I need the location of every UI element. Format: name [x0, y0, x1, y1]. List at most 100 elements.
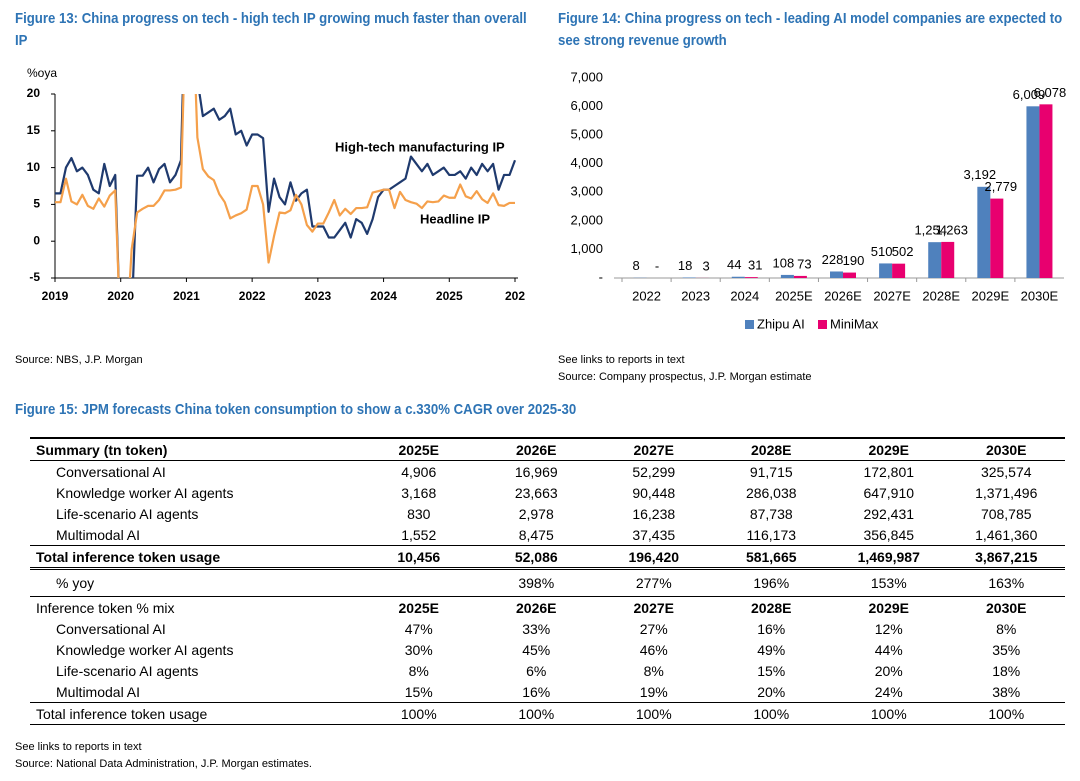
- legend-swatch: [745, 320, 754, 329]
- x-tick-label: 2022: [239, 289, 266, 303]
- table-cell: 196,420: [595, 545, 713, 570]
- table-row: Knowledge worker AI agents 30% 45% 46% 49% 44…: [30, 639, 1065, 660]
- table-row: Total inference token usage 10,456 52,086 1…: [30, 545, 1065, 570]
- table-cell: 10,456: [360, 545, 478, 570]
- table-row: Conversational AI 4,906 16,969 52,299 91,715…: [30, 461, 1065, 483]
- table-cell: 90,448: [632, 484, 676, 501]
- table-row: Life-scenario AI agents 8% 6% 8% 15% 20% 18%: [30, 660, 1065, 681]
- table-row: % yoy 398% 277% 196% 153% 163%: [30, 568, 1065, 597]
- table-cell: 100%: [830, 702, 948, 725]
- table-cell: 100%: [595, 702, 713, 725]
- bar: [928, 242, 942, 278]
- table-cell: Multimodal AI: [56, 683, 141, 700]
- table-cell: 8%: [408, 662, 429, 679]
- value-label: 6,009: [1013, 87, 1046, 102]
- x-tick-label: 2025E: [775, 288, 813, 303]
- table-cell: 2026E: [516, 599, 557, 616]
- value-label: 108: [773, 255, 795, 270]
- table-row: Knowledge worker AI agents 3,168 23,663 90,…: [30, 482, 1065, 503]
- table-cell: 100%: [947, 702, 1065, 725]
- table-cell: 2,978: [518, 505, 554, 522]
- legend-swatch: [818, 320, 827, 329]
- value-label: 3: [703, 258, 710, 273]
- table-cell: 91,715: [749, 463, 793, 480]
- x-tick-label: 2024: [370, 289, 397, 303]
- legend-label: Zhipu AI: [757, 316, 805, 331]
- table-cell: Summary (tn token): [30, 438, 360, 461]
- table-cell: 2029E: [830, 438, 948, 461]
- value-label: 44: [727, 257, 741, 272]
- x-tick-label: 2022: [632, 288, 661, 303]
- y-tick-label: 15: [27, 123, 41, 137]
- y-tick-label: 5,000: [570, 127, 603, 142]
- table-cell: 830: [407, 505, 431, 522]
- x-tick-label: 2027E: [873, 288, 911, 303]
- y-tick-label: 10: [27, 160, 41, 174]
- x-tick-label: 2023: [305, 289, 332, 303]
- bar: [682, 277, 696, 278]
- table-cell: Conversational AI: [56, 620, 166, 637]
- bar: [892, 263, 906, 278]
- table-cell: 47%: [404, 620, 433, 637]
- table-cell: 100%: [712, 702, 830, 725]
- table-cell: 2025E: [398, 599, 439, 616]
- table-cell: 2030E: [986, 599, 1027, 616]
- table-cell: Inference token % mix: [36, 599, 175, 616]
- table-cell: 20%: [874, 662, 903, 679]
- bar: [843, 272, 856, 278]
- table-cell: 277%: [595, 568, 713, 597]
- y-tick-label: 4,000: [570, 155, 603, 170]
- table-cell: 2028E: [712, 438, 830, 461]
- table-cell: 8%: [643, 662, 664, 679]
- source-note: Source: National Data Administration, J.…: [15, 758, 312, 770]
- table-cell: 16,969: [514, 463, 558, 480]
- x-tick-label: 2021: [173, 289, 200, 303]
- value-label: -: [655, 258, 659, 273]
- value-label: 190: [843, 253, 865, 268]
- table-row: Total inference token usage 100% 100% 100% 1…: [30, 702, 1065, 725]
- y-tick-label: 7,000: [570, 69, 603, 84]
- table-cell: 1,461,360: [975, 526, 1038, 543]
- bar: [1039, 104, 1053, 278]
- table-cell: 20%: [757, 683, 786, 700]
- bar: [793, 275, 807, 278]
- table-cell: 398%: [477, 568, 595, 597]
- y-tick-label: 5: [33, 197, 40, 211]
- x-tick-label: 2030E: [1021, 288, 1059, 303]
- table-cell: 2025E: [360, 438, 478, 461]
- table-cell: 16%: [757, 620, 786, 637]
- table-cell: 581,665: [712, 545, 830, 570]
- bar: [780, 274, 794, 278]
- x-tick-label: 2023: [681, 288, 710, 303]
- table-cell: 2029E: [868, 599, 909, 616]
- table-cell: 30%: [404, 641, 433, 658]
- value-label: 8: [632, 258, 639, 273]
- table-cell: 1,371,496: [975, 484, 1038, 501]
- table-cell: 2027E: [595, 438, 713, 461]
- bar: [977, 186, 991, 278]
- table-cell: 325,574: [980, 463, 1032, 480]
- table-cell: 647,910: [863, 484, 915, 501]
- table-cell: 100%: [360, 702, 478, 725]
- value-label: 6,078: [1034, 85, 1067, 100]
- value-label: 1,254: [914, 223, 947, 238]
- y-tick-label: 0: [33, 233, 40, 247]
- x-tick-label: 2024: [730, 288, 759, 303]
- x-tick-label: 2026E: [824, 288, 862, 303]
- table-cell: Multimodal AI: [56, 526, 141, 543]
- value-label: 2,779: [985, 179, 1018, 194]
- table-cell: Total inference token usage: [30, 702, 360, 725]
- table-cell: 163%: [947, 568, 1065, 597]
- x-tick-label: 2028E: [922, 288, 960, 303]
- series-annotation: High-tech manufacturing IP: [335, 139, 505, 154]
- x-tick-label: 2029E: [972, 288, 1010, 303]
- figure-title: Figure 13: China progress on tech - high…: [15, 10, 527, 49]
- table-cell: 19%: [639, 683, 668, 700]
- table-cell: 15%: [757, 662, 786, 679]
- table-cell: 286,038: [745, 484, 797, 501]
- x-tick-label: 2020: [107, 289, 134, 303]
- y-tick-label: -5: [29, 270, 40, 284]
- axis-unit-label: %oya: [27, 66, 57, 80]
- x-tick-label: 2025: [436, 289, 463, 303]
- figure-title: Figure 15: JPM forecasts China token con…: [15, 401, 577, 418]
